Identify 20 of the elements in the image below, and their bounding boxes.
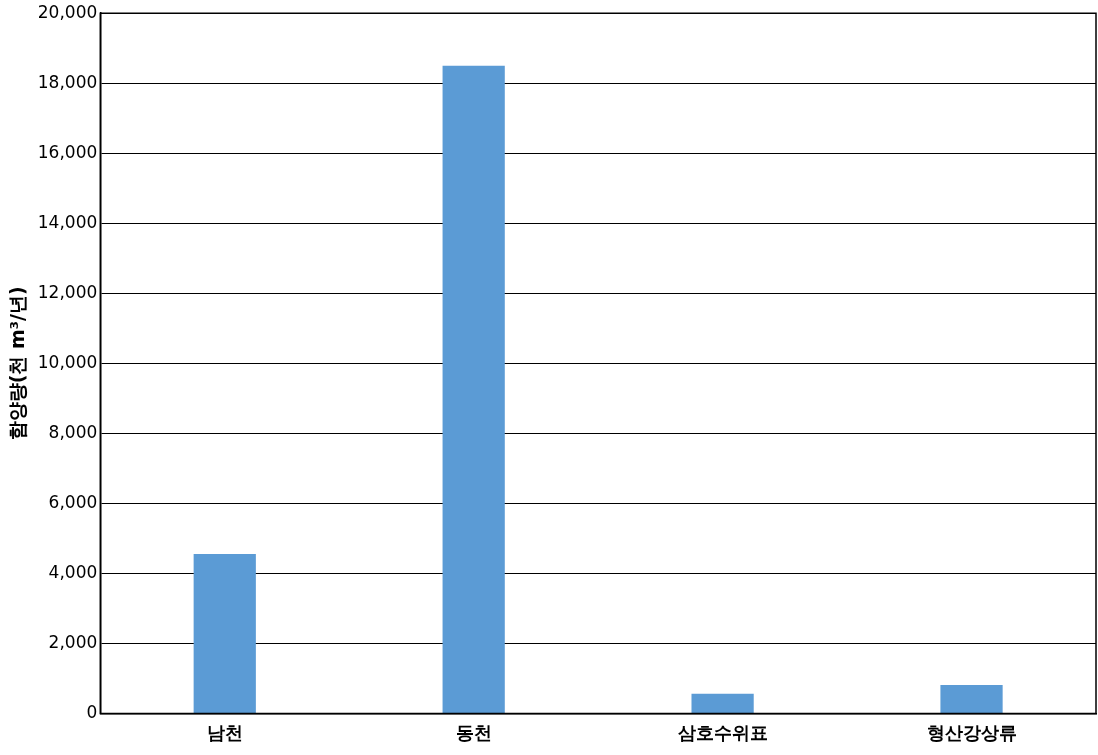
- x-tick-label: 남천: [206, 721, 243, 743]
- x-tick-label: 동천: [455, 721, 492, 743]
- y-tick-label: 16,000: [37, 141, 98, 162]
- bar: [691, 693, 754, 713]
- y-tick-label: 20,000: [37, 1, 98, 22]
- bar: [940, 685, 1003, 713]
- x-tick-label: 삼호수위표: [677, 721, 768, 743]
- y-tick-label: 2,000: [48, 631, 98, 652]
- y-axis-title: 함양량(천 m³/년): [6, 286, 29, 441]
- y-tick-label: 10,000: [37, 351, 98, 372]
- y-tick-label: 14,000: [37, 211, 98, 232]
- y-tick-label: 0: [86, 701, 98, 722]
- bar: [442, 65, 505, 713]
- y-tick-label: 6,000: [48, 491, 98, 512]
- y-tick-label: 8,000: [48, 421, 98, 442]
- x-tick-label: 형산강상류: [926, 721, 1017, 743]
- y-tick-label: 12,000: [37, 281, 98, 302]
- y-tick-label: 18,000: [37, 71, 98, 92]
- bar: [193, 554, 256, 713]
- y-tick-label: 4,000: [48, 561, 98, 582]
